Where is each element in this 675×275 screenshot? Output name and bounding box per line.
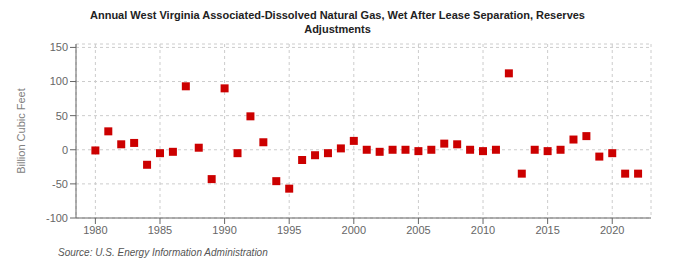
svg-text:2000: 2000 xyxy=(342,224,366,236)
svg-text:1995: 1995 xyxy=(277,224,301,236)
svg-text:0: 0 xyxy=(62,144,68,156)
svg-text:2015: 2015 xyxy=(535,224,559,236)
svg-text:-50: -50 xyxy=(52,178,68,190)
svg-text:-100: -100 xyxy=(46,212,68,224)
svg-text:1990: 1990 xyxy=(212,224,236,236)
svg-text:100: 100 xyxy=(50,75,68,87)
svg-text:2010: 2010 xyxy=(471,224,495,236)
svg-text:2005: 2005 xyxy=(406,224,430,236)
svg-text:1980: 1980 xyxy=(83,224,107,236)
svg-text:150: 150 xyxy=(50,41,68,53)
html-text:Adjustments: Adjustments xyxy=(304,23,371,35)
svg-text:1985: 1985 xyxy=(148,224,172,236)
svg-text:2020: 2020 xyxy=(600,224,624,236)
html-text:Source: U.S. Energy Informatio: Source: U.S. Energy Information Administ… xyxy=(58,247,268,258)
html-text:Annual West Virginia Associate: Annual West Virginia Associated-Dissolve… xyxy=(90,9,585,21)
svg-text:Billion Cubic Feet: Billion Cubic Feet xyxy=(15,88,27,174)
svg-text:50: 50 xyxy=(56,110,68,122)
